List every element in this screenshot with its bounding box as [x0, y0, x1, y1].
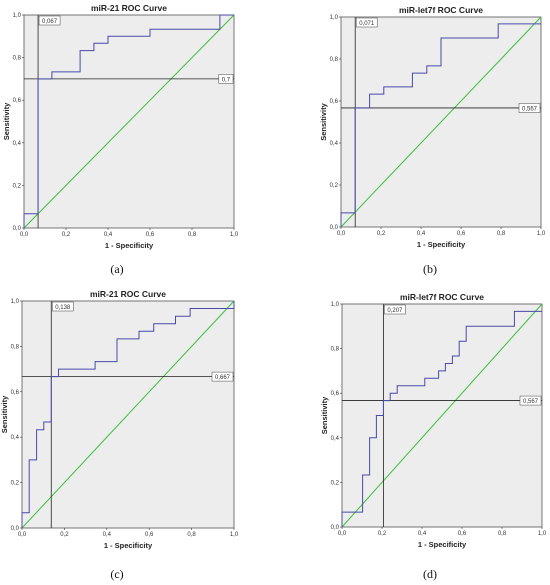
- reference-line: [21, 300, 235, 529]
- x-tick-label: 0,4: [104, 232, 113, 238]
- y-tick-label: 0,2: [331, 480, 340, 486]
- cutoff-x-label: 0,138: [55, 305, 71, 311]
- x-tick-label: 0,8: [188, 232, 197, 238]
- y-tick-label: 0,2: [330, 183, 339, 189]
- cutoff-y-label: 0,667: [215, 375, 231, 381]
- chart-title: miR-let7f ROC Curve: [400, 292, 484, 302]
- y-axis-label: Sensitivity: [2, 102, 11, 140]
- y-tick-label: 0,8: [331, 347, 340, 353]
- x-tick-label: 0,2: [60, 532, 69, 538]
- y-axis-label: Sensitivity: [319, 102, 328, 140]
- y-tick-label: 0,0: [331, 525, 340, 531]
- roc-curve: [341, 310, 542, 527]
- chart-panel-2: miR-let7f ROC Curve 0,0 0,2 0,4 0,6 0,8 1,0 0,0…: [319, 5, 546, 276]
- y-tick-label: 0,8: [330, 57, 339, 63]
- x-tick-label: 0,0: [18, 532, 27, 538]
- cutoff-x-box: [38, 15, 61, 26]
- y-tick-label: 0,6: [11, 390, 20, 396]
- cutoff-y-box: [519, 395, 542, 406]
- x-axis-label: 1 - Specificity: [105, 241, 154, 250]
- y-tick-label: 0,6: [330, 99, 339, 105]
- y-tick-label: 0,0: [330, 225, 339, 231]
- cutoff-x-box: [384, 304, 406, 315]
- panel-label: (d): [423, 567, 437, 581]
- x-axis-label: 1 - Specificity: [417, 240, 466, 249]
- x-tick-label: 0,6: [145, 532, 154, 538]
- cutoff-x-label: 0,067: [42, 19, 58, 25]
- x-tick-label: 1,0: [230, 232, 239, 238]
- reference-line: [341, 303, 543, 528]
- x-tick-label: 0,4: [103, 532, 112, 538]
- x-axis-label: 1 - Specificity: [104, 541, 153, 550]
- cutoff-x-box: [355, 17, 378, 28]
- y-tick-label: 1,0: [13, 13, 22, 19]
- x-tick-label: 0,8: [497, 231, 506, 237]
- chart-title: miR-let7f ROC Curve: [399, 5, 483, 15]
- y-tick-label: 0,4: [330, 141, 339, 147]
- cutoff-y-label: 0,567: [523, 399, 539, 405]
- x-tick-label: 0,6: [146, 232, 155, 238]
- reference-line: [340, 16, 542, 228]
- x-tick-label: 0,4: [417, 231, 426, 237]
- chart-title: miR-21 ROC Curve: [91, 3, 167, 13]
- x-axis-label: 1 - Specificity: [418, 540, 467, 549]
- x-tick-label: 0,8: [498, 531, 507, 537]
- y-tick-label: 0,4: [331, 436, 340, 442]
- chart-panel-4: miR-let7f ROC Curve 0,0 0,2 0,4 0,6 0,8 1,0 0,0…: [320, 292, 547, 581]
- x-tick-label: 0,6: [457, 231, 466, 237]
- cutoff-y-label: 0,7: [222, 77, 231, 83]
- cutoff-x-label: 0,071: [359, 21, 375, 27]
- x-tick-label: 1,0: [538, 531, 547, 537]
- cutoff-y-label: 0,567: [522, 106, 538, 112]
- x-tick-label: 0,2: [378, 531, 387, 537]
- cutoff-x-box: [52, 301, 74, 312]
- y-tick-label: 1,0: [331, 302, 340, 308]
- panel-label: (a): [110, 262, 123, 276]
- x-tick-label: 0,6: [458, 531, 467, 537]
- panel-label: (b): [423, 262, 437, 276]
- x-tick-label: 0,2: [62, 232, 71, 238]
- y-tick-label: 0,8: [11, 344, 20, 350]
- roc-curve: [21, 301, 235, 528]
- cutoff-y-box: [211, 371, 234, 382]
- y-tick-label: 1,0: [11, 299, 20, 305]
- panel-label: (c): [110, 567, 123, 581]
- chart-title: miR-21 ROC Curve: [90, 289, 166, 299]
- roc-curve: [340, 23, 541, 227]
- y-tick-label: 0,0: [13, 226, 22, 232]
- y-tick-label: 0,6: [13, 98, 22, 104]
- x-tick-label: 0,2: [377, 231, 386, 237]
- x-tick-label: 0,0: [20, 232, 29, 238]
- y-tick-label: 1,0: [330, 15, 339, 21]
- cutoff-y-box: [518, 103, 541, 113]
- cutoff-y-box: [218, 74, 234, 84]
- y-tick-label: 0,8: [13, 56, 22, 62]
- roc-curve: [23, 14, 234, 228]
- y-tick-label: 0,2: [13, 183, 22, 189]
- x-tick-label: 0,8: [187, 532, 196, 538]
- y-tick-label: 0,6: [331, 391, 340, 397]
- cutoff-x-label: 0,207: [387, 308, 403, 314]
- x-tick-label: 1,0: [537, 231, 546, 237]
- y-tick-label: 0,2: [11, 481, 20, 487]
- y-tick-label: 0,0: [11, 526, 20, 532]
- x-tick-label: 0,0: [337, 231, 346, 237]
- chart-panel-3: miR-21 ROC Curve 0,0 0,2 0,4 0,6 0,8 1,0 0,0 0,2…: [0, 289, 239, 581]
- y-axis-label: Sensitivity: [0, 395, 9, 433]
- y-tick-label: 0,4: [13, 141, 22, 147]
- x-tick-label: 0,4: [418, 531, 427, 537]
- reference-line: [23, 14, 235, 229]
- chart-panel-1: miR-21 ROC Curve 0,0 0,2 0,4 0,6 0,8 1,0 0,0 0,2…: [2, 3, 239, 276]
- x-tick-label: 0,0: [338, 531, 347, 537]
- y-axis-label: Sensitivity: [320, 396, 329, 434]
- y-tick-label: 0,4: [11, 435, 20, 441]
- x-tick-label: 1,0: [230, 532, 239, 538]
